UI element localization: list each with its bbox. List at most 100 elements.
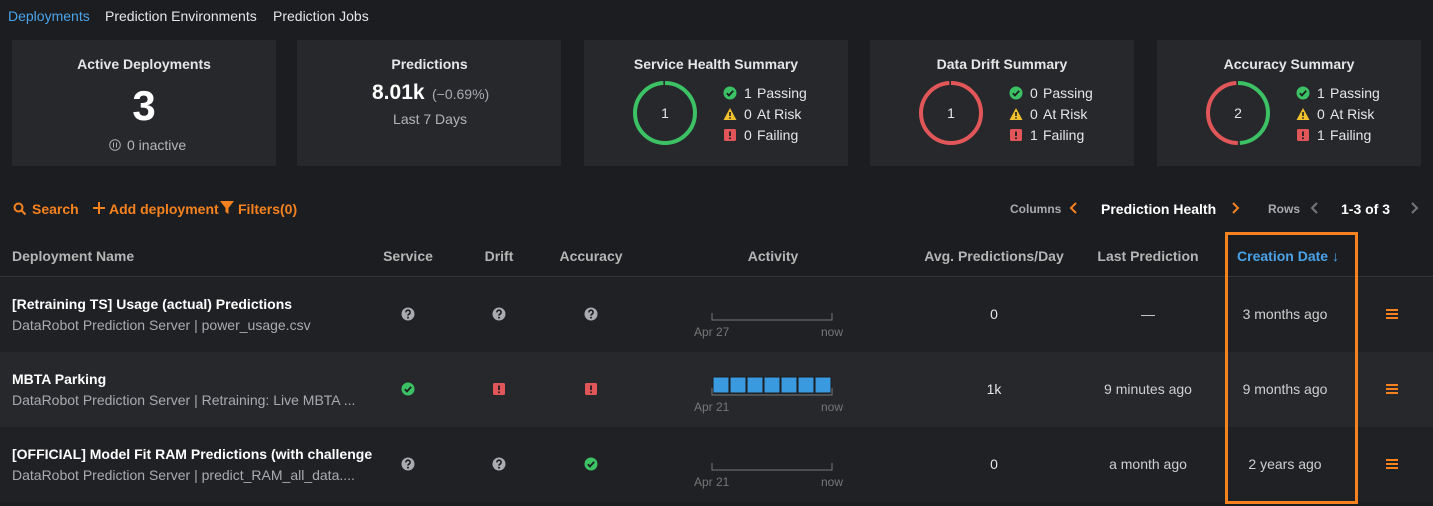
table-row[interactable]	[0, 427, 1433, 502]
activity-bar	[814, 376, 832, 394]
status-icon-at_risk	[723, 108, 737, 120]
row-menu[interactable]	[1386, 308, 1398, 320]
activity-axis	[711, 463, 833, 471]
column-header[interactable]: Deployment Name	[12, 248, 135, 264]
lens	[13, 202, 24, 213]
status-count: 1	[744, 85, 752, 101]
table-row[interactable]	[0, 277, 1433, 352]
icon-question	[405, 309, 411, 316]
status-icon-passing	[1296, 86, 1310, 100]
status-icon-at_risk	[1296, 108, 1310, 120]
deployment-name[interactable]: [OFFICIAL] Model Fit RAM Predictions (wi…	[12, 446, 373, 462]
column-header[interactable]: Drift	[484, 248, 514, 264]
active-count: 3	[132, 82, 156, 129]
activity-bar	[797, 376, 815, 394]
deployment-subtitle: DataRobot Prediction Server | predict_RA…	[12, 467, 355, 483]
icon-check	[1299, 90, 1307, 97]
icon-dot	[1302, 137, 1304, 140]
card-title: Service Health Summary	[633, 56, 799, 72]
menu-lines	[1386, 309, 1398, 319]
rows-label: Rows	[1268, 202, 1301, 216]
column-header[interactable]: Last Prediction	[1097, 248, 1199, 264]
columns-prev[interactable]	[1069, 202, 1077, 214]
card-title: Accuracy Summary	[1223, 56, 1355, 72]
icon-dot	[729, 137, 731, 140]
status-count: 1	[1317, 85, 1325, 101]
search-button[interactable]: Search	[32, 201, 79, 217]
summary-card	[870, 40, 1134, 166]
rows-range: 1-3 of 3	[1341, 201, 1391, 217]
creation-date: 3 months ago	[1242, 306, 1328, 322]
summary-card	[584, 40, 848, 166]
status-label: At Risk	[1330, 106, 1375, 122]
filters-button[interactable]: Filters(0)	[238, 201, 298, 217]
menu-lines	[1386, 384, 1398, 394]
predictions-title: Predictions	[391, 56, 468, 72]
predictions-change: (−0.69%)	[432, 86, 490, 102]
summary-card	[297, 40, 561, 166]
icon-dot	[407, 316, 409, 319]
column-header[interactable]: Activity	[747, 248, 799, 264]
status-icon-passing	[723, 86, 737, 100]
deployment-name[interactable]: [Retraining TS] Usage (actual) Predictio…	[12, 296, 293, 312]
columns-next[interactable]	[1232, 202, 1240, 214]
icon-dot	[1015, 117, 1017, 119]
status-icon-failing	[1010, 129, 1022, 141]
nav-tab[interactable]: Deployments	[8, 8, 90, 24]
column-header[interactable]: Accuracy	[559, 248, 623, 264]
avg-predictions: 0	[990, 456, 998, 472]
icon-dot	[407, 466, 409, 469]
pause-bars	[113, 142, 117, 148]
nav-tab[interactable]: Prediction Jobs	[273, 8, 369, 24]
icon-dot	[1015, 137, 1017, 140]
status-icon-passing	[584, 457, 598, 471]
icon-question	[588, 309, 594, 316]
health-ring	[919, 81, 983, 145]
activity-bar	[780, 376, 798, 394]
icon-check	[404, 386, 412, 393]
status-icon-unknown	[492, 307, 506, 321]
status-icon-failing	[1297, 129, 1309, 141]
status-label: Passing	[757, 85, 807, 101]
avg-predictions: 1k	[986, 381, 1002, 397]
add-deployment-button[interactable]: Add deployment	[109, 201, 219, 217]
nav-tab[interactable]: Prediction Environments	[105, 8, 257, 24]
status-icon-failing	[585, 383, 597, 395]
rows-prev[interactable]	[1310, 202, 1318, 214]
health-ring	[1206, 81, 1270, 145]
filter-icon	[220, 201, 234, 214]
row-menu[interactable]	[1386, 458, 1398, 470]
ring-segment	[633, 81, 697, 145]
icon-dot	[1302, 117, 1304, 119]
activity-chart	[711, 376, 833, 396]
icon-dot	[590, 316, 592, 319]
ring-segment	[1206, 81, 1270, 145]
activity-bar	[746, 376, 764, 394]
status-label: Failing	[1330, 127, 1372, 143]
column-header[interactable]: Avg. Predictions/Day	[924, 248, 1064, 264]
header-border	[0, 276, 1433, 277]
chevron	[1411, 202, 1419, 214]
activity-start: Apr 27	[694, 325, 730, 339]
column-header[interactable]: Service	[383, 248, 433, 264]
status-icon-unknown	[492, 457, 506, 471]
health-ring	[633, 81, 697, 145]
summary-card	[1157, 40, 1421, 166]
icon-dot	[590, 391, 592, 394]
deployment-subtitle: DataRobot Prediction Server | Retraining…	[12, 392, 356, 408]
status-label: Failing	[1043, 127, 1085, 143]
status-icon-unknown	[401, 457, 415, 471]
icon-question	[405, 459, 411, 466]
status-label: Passing	[1043, 85, 1093, 101]
card-title: Active Deployments	[77, 56, 211, 72]
status-label: At Risk	[1043, 106, 1088, 122]
status-icon-at_risk	[1009, 108, 1023, 120]
activity-bar	[729, 376, 747, 394]
status-label: At Risk	[757, 106, 802, 122]
status-icon-failing	[724, 129, 736, 141]
deployment-name[interactable]: MBTA Parking	[12, 371, 107, 387]
row-menu[interactable]	[1386, 383, 1398, 395]
rows-next[interactable]	[1411, 202, 1419, 214]
predictions-period: Last 7 Days	[393, 111, 467, 127]
column-header[interactable]: Creation Date ↓	[1237, 248, 1339, 264]
